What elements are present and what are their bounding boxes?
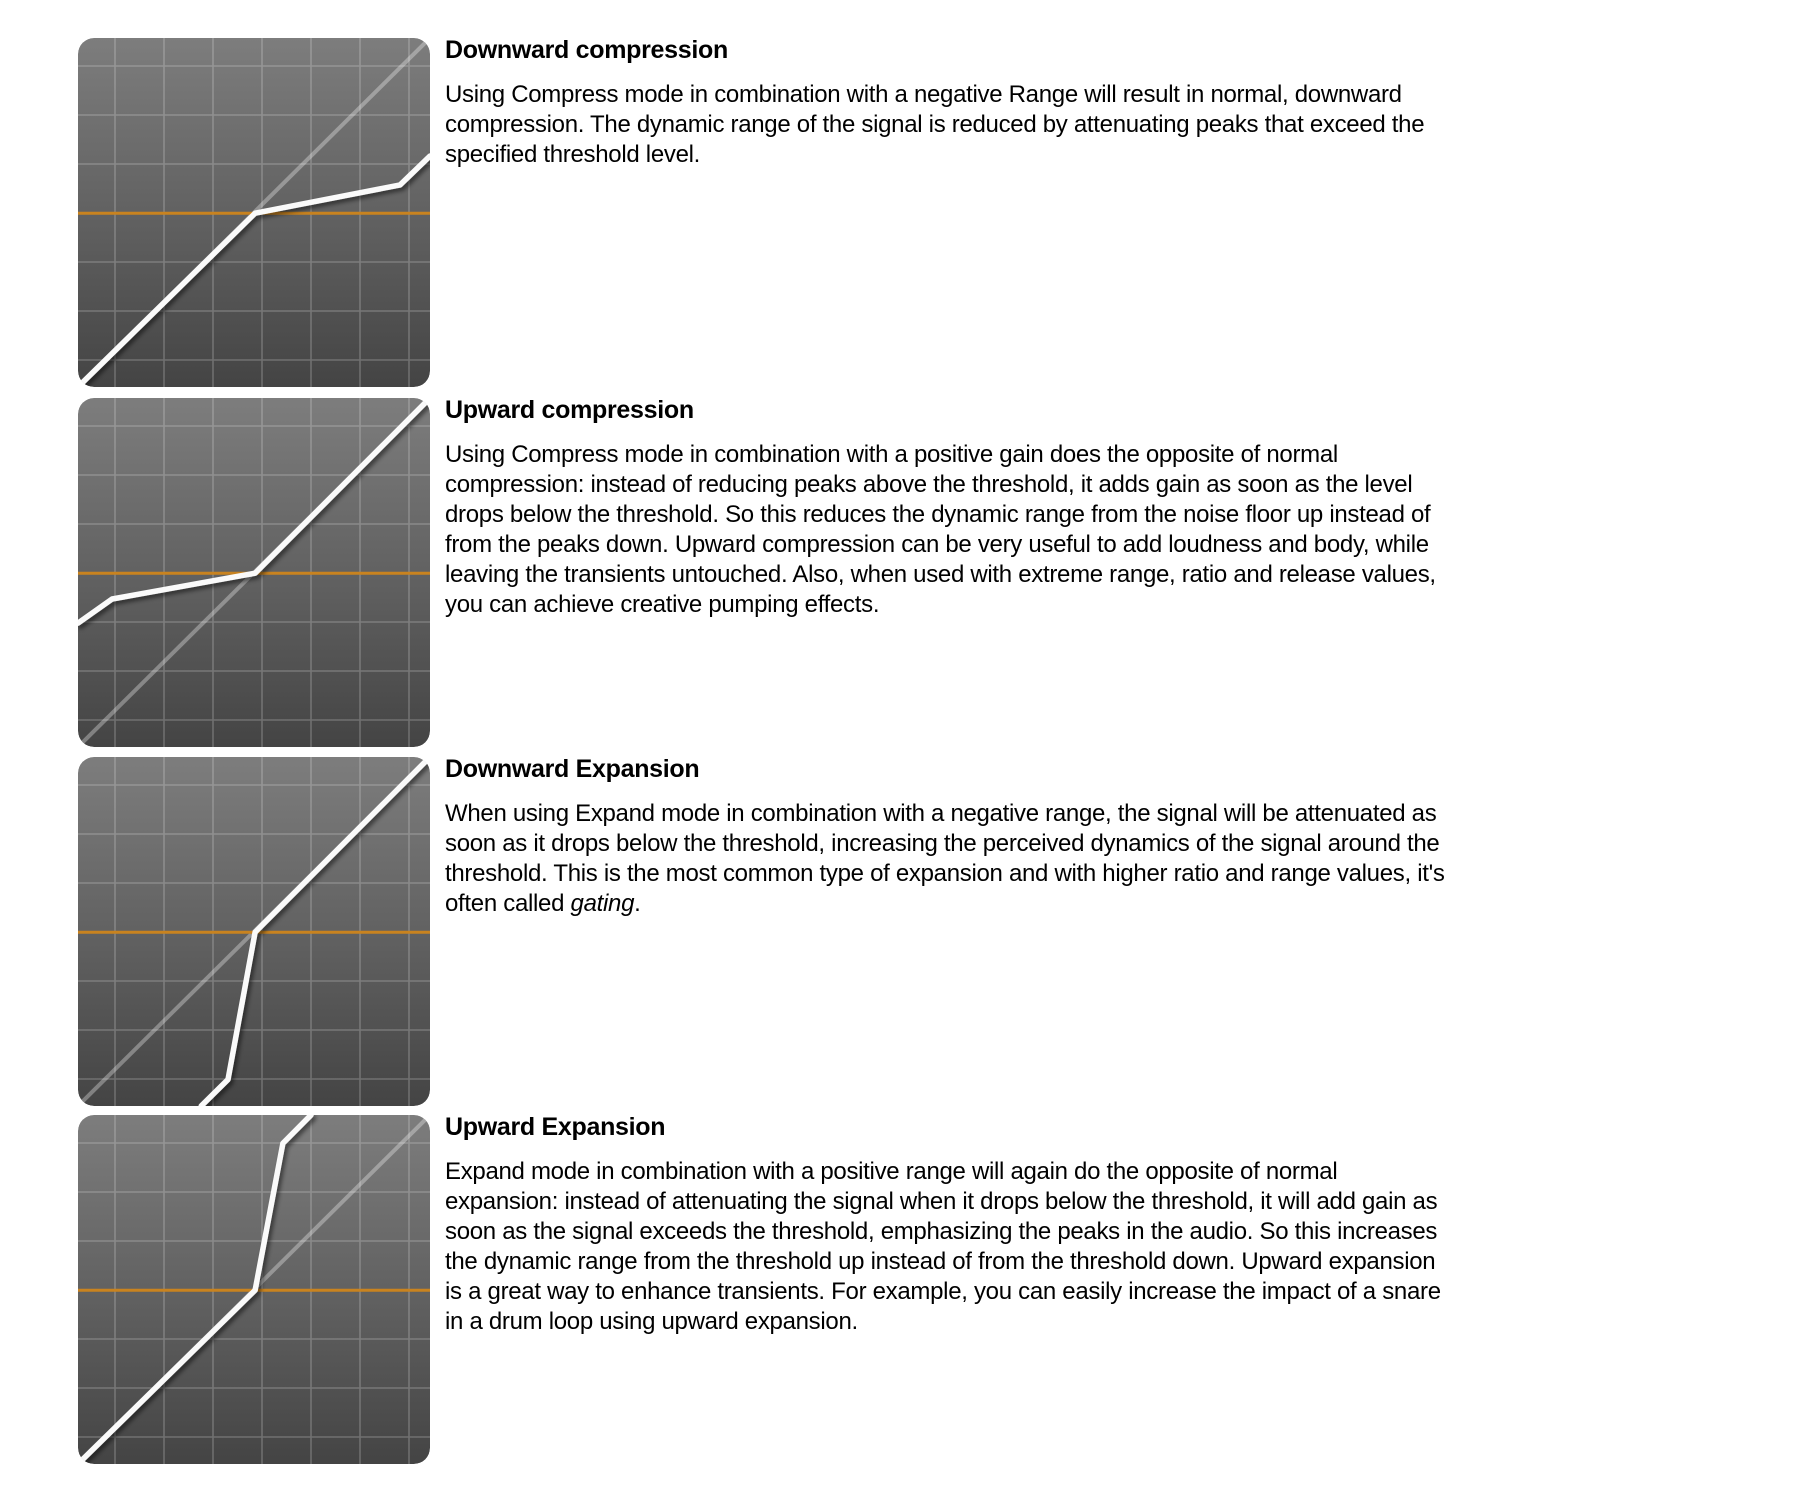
- transfer-curve-graph: [78, 1115, 430, 1464]
- upward-expansion-graph: [78, 1115, 430, 1464]
- section-text: Downward Expansion When using Expand mod…: [445, 754, 1445, 919]
- transfer-curve-graph: [78, 398, 430, 747]
- section-text: Upward compression Using Compress mode i…: [445, 395, 1445, 620]
- downward-expansion-transfer-curve: [78, 757, 430, 1106]
- section-text: Upward Expansion Expand mode in combinat…: [445, 1112, 1445, 1337]
- transfer-curve-line: [198, 757, 430, 1106]
- transfer-curve-line: [78, 1115, 314, 1464]
- downward-expansion-graph: [78, 757, 430, 1106]
- section-paragraph: Using Compress mode in combination with …: [445, 80, 1445, 170]
- section-heading: Downward compression: [445, 36, 728, 64]
- upward-compression-graph: [78, 398, 430, 747]
- transfer-curve-graph: [78, 38, 430, 387]
- section-paragraph: Expand mode in combination with a positi…: [445, 1157, 1445, 1337]
- transfer-curve-line: [78, 398, 430, 626]
- section-heading: Upward compression: [445, 396, 694, 424]
- paragraph-text: When using Expand mode in combination wi…: [445, 800, 1445, 917]
- upward-compression-transfer-curve: [78, 398, 430, 747]
- section-heading: Downward Expansion: [445, 755, 700, 783]
- section-downward-compression: Downward compression Using Compress mode…: [0, 35, 1794, 394]
- paragraph-text: Using Compress mode in combination with …: [445, 441, 1436, 618]
- section-text: Downward compression Using Compress mode…: [445, 35, 1445, 170]
- section-paragraph: When using Expand mode in combination wi…: [445, 799, 1445, 919]
- downward-compression-graph: [78, 38, 430, 387]
- transfer-curve-graph: [78, 757, 430, 1106]
- downward-compression-transfer-curve: [78, 38, 430, 387]
- section-upward-compression: Upward compression Using Compress mode i…: [0, 395, 1794, 754]
- paragraph-text: Expand mode in combination with a positi…: [445, 1158, 1441, 1335]
- section-upward-expansion: Upward Expansion Expand mode in combinat…: [0, 1112, 1794, 1471]
- paragraph-text: Using Compress mode in combination with …: [445, 81, 1425, 168]
- paragraph-text: .: [634, 890, 641, 917]
- upward-expansion-transfer-curve: [78, 1115, 430, 1464]
- section-paragraph: Using Compress mode in combination with …: [445, 440, 1445, 620]
- italic-term: gating: [570, 890, 635, 917]
- section-downward-expansion: Downward Expansion When using Expand mod…: [0, 754, 1794, 1113]
- section-heading: Upward Expansion: [445, 1113, 666, 1141]
- transfer-curve-line: [78, 153, 430, 387]
